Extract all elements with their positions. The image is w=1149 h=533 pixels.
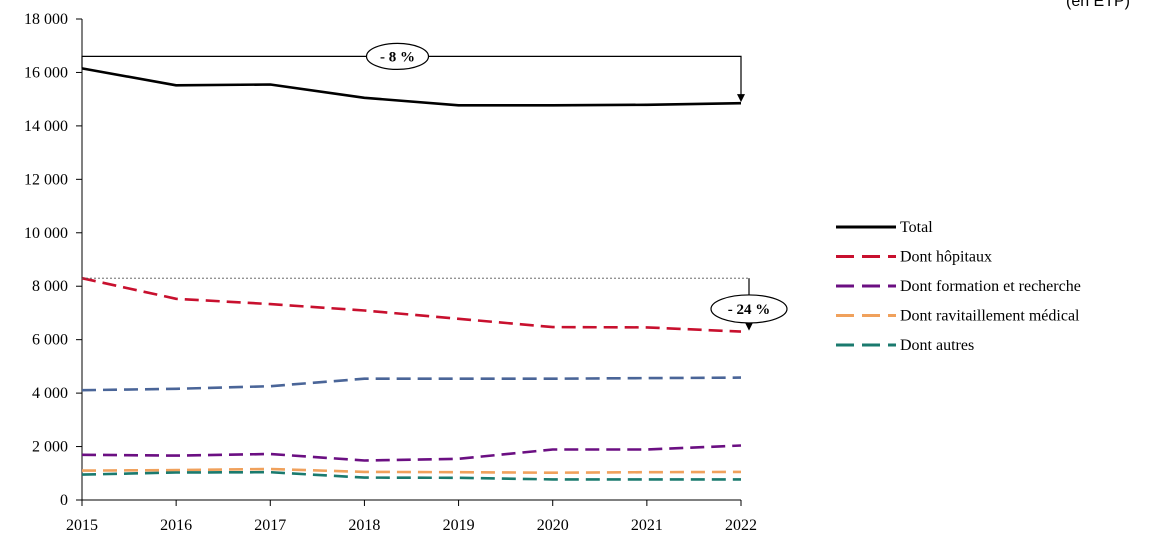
series-line-total: [81, 67, 742, 107]
series-line-dont-formation-et-recherche: [81, 444, 742, 462]
y-tick-label: 4 000: [32, 385, 68, 402]
arrow-head-icon: [737, 94, 745, 103]
y-tick-label: 8 000: [32, 278, 68, 295]
change-label-total: - 8 %: [380, 49, 415, 65]
y-tick-label: 16 000: [24, 64, 68, 81]
x-tick-label: 2016: [160, 517, 192, 533]
series-line-dont-ravitaillement-m-dical: [81, 467, 742, 475]
annotations: - 8 % - 24 %: [81, 42, 788, 331]
legend-label: Dont formation et recherche: [900, 278, 1081, 295]
y-tick-label: 14 000: [24, 118, 68, 135]
series-line-unlabeled-2: [81, 376, 742, 392]
x-tick-label: 2018: [348, 517, 380, 533]
change-badge-total: [365, 42, 430, 71]
y-tick-label: 10 000: [24, 225, 68, 242]
x-tick-label: 2022: [725, 517, 757, 533]
y-ticks: 0 2 000 4 000 6 000 8 000 10 000 12 000 14 000 1…: [24, 11, 82, 509]
x-tick-label: 2021: [631, 517, 663, 533]
y-tick-label: 12 000: [24, 171, 68, 188]
unit-label: (en ETP): [1066, 0, 1130, 10]
x-ticks: 2015 2016 2017 2018 2019 2020 2021 2022: [66, 500, 757, 533]
x-tick-label: 2015: [66, 517, 98, 533]
legend-label: Dont hôpitaux: [900, 249, 992, 266]
series-line-dont-h-pitaux: [81, 276, 742, 333]
legend-label: Total: [900, 219, 933, 236]
y-tick-label: 0: [60, 492, 68, 509]
change-label-hopitaux: - 24 %: [728, 302, 771, 318]
x-tick-label: 2020: [537, 517, 569, 533]
legend-label: Dont ravitaillement médical: [900, 308, 1080, 325]
y-tick-label: 2 000: [32, 439, 68, 456]
x-tick-label: 2019: [443, 517, 475, 533]
arrow-head-icon: [745, 322, 753, 331]
y-tick-label: 6 000: [32, 332, 68, 349]
series-line-dont-autres: [81, 470, 741, 481]
legend: Total Dont hôpitaux Dont formation et rech…: [836, 219, 1081, 354]
y-tick-label: 18 000: [24, 11, 68, 28]
axes: [81, 19, 741, 501]
series-layer: [81, 67, 742, 481]
legend-label: Dont autres: [900, 337, 974, 354]
change-badge-hopitaux: [710, 294, 788, 324]
x-tick-label: 2017: [254, 517, 286, 533]
